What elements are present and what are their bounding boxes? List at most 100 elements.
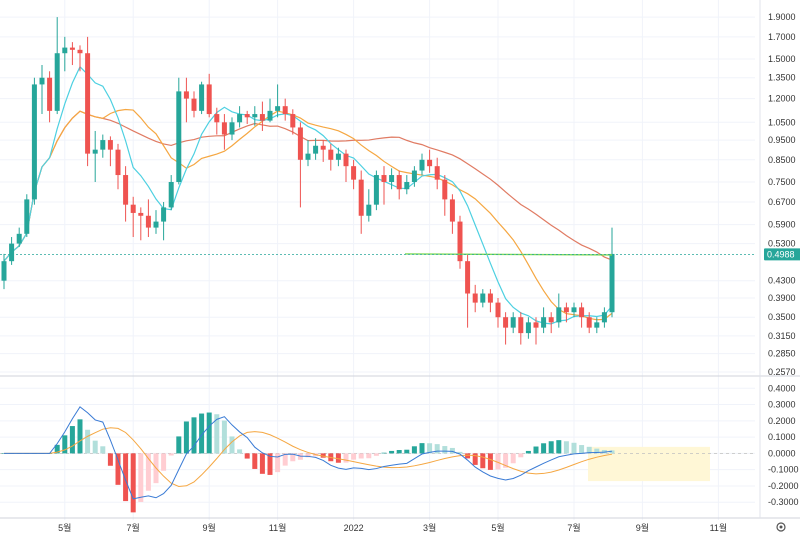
candle-body-33 xyxy=(252,114,258,118)
macd-hist-bar-27 xyxy=(206,412,212,454)
macd-hist-bar-26 xyxy=(199,413,205,454)
x-tick-label-1: 7월 xyxy=(127,522,140,533)
y-tick-label-price-12: 0.4300 xyxy=(768,276,796,286)
y-tick-label-price-3: 1.3500 xyxy=(768,73,796,83)
macd-hist-bar-33 xyxy=(252,453,258,469)
candle-body-46 xyxy=(351,166,357,180)
macd-hist-bar-60 xyxy=(457,451,463,454)
y-tick-label-macd-7: -0.3000 xyxy=(768,497,799,507)
candle-body-67 xyxy=(510,317,516,328)
candle-body-40 xyxy=(305,153,311,160)
macd-hist-bar-70 xyxy=(533,446,539,454)
candle-body-26 xyxy=(199,84,205,111)
macd-panel xyxy=(0,406,755,513)
candle-body-8 xyxy=(62,47,68,54)
macd-line xyxy=(4,406,613,500)
macd-hist-bar-66 xyxy=(503,453,509,468)
candle-body-45 xyxy=(343,153,349,167)
macd-hist-bar-35 xyxy=(267,453,273,475)
y-tick-label-price-0: 1.9000 xyxy=(768,12,796,22)
candle-body-65 xyxy=(495,302,501,318)
x-tick-label-2: 9월 xyxy=(203,522,216,533)
horizontal-level-line xyxy=(0,253,755,256)
candle-body-54 xyxy=(411,170,417,183)
candle-body-14 xyxy=(107,140,113,150)
macd-hist-bar-42 xyxy=(320,453,326,458)
candle-body-62 xyxy=(472,293,478,303)
candle-body-7 xyxy=(54,53,60,111)
candlesticks xyxy=(1,17,615,345)
candle-body-29 xyxy=(221,122,227,135)
macd-hist-bar-14 xyxy=(107,453,113,466)
y-tick-label-macd-2: 0.2000 xyxy=(768,416,796,426)
macd-hist-bar-18 xyxy=(138,453,144,502)
candle-body-17 xyxy=(130,204,136,213)
candle-body-18 xyxy=(138,212,144,216)
candle-body-48 xyxy=(366,204,372,216)
candle-body-57 xyxy=(434,166,440,180)
macd-hist-bar-9 xyxy=(69,426,75,454)
candle-body-10 xyxy=(77,49,83,54)
ma-fast-line xyxy=(3,65,613,325)
macd-hist-bar-19 xyxy=(145,453,151,491)
candle-body-55 xyxy=(419,159,425,171)
candle-body-35 xyxy=(267,110,273,121)
candle-body-3 xyxy=(24,199,30,234)
x-tick-label-4: 2022 xyxy=(344,523,364,533)
candle-body-72 xyxy=(548,317,554,323)
candle-body-52 xyxy=(396,175,402,190)
candle-body-15 xyxy=(115,149,121,176)
current-price-badge xyxy=(764,248,800,261)
candle-body-63 xyxy=(480,293,486,303)
macd-hist-bar-61 xyxy=(465,453,471,459)
macd-hist-bar-22 xyxy=(168,453,174,456)
macd-hist-bar-32 xyxy=(244,453,250,459)
macd-hist-bar-57 xyxy=(434,444,440,454)
macd-hist-bar-68 xyxy=(518,453,524,458)
macd-hist-bar-17 xyxy=(130,453,136,513)
macd-hist-bar-71 xyxy=(541,443,547,454)
candle-body-13 xyxy=(100,140,106,150)
macd-hist-bar-23 xyxy=(176,436,182,454)
candle-body-37 xyxy=(282,106,288,115)
candle-body-12 xyxy=(92,149,98,154)
macd-hist-bar-30 xyxy=(229,436,235,454)
macd-hist-bar-44 xyxy=(335,453,341,463)
macd-hist-bar-10 xyxy=(77,419,83,454)
settings-gear-icon[interactable] xyxy=(776,522,786,532)
candle-body-6 xyxy=(47,77,53,111)
macd-hist-bar-48 xyxy=(366,453,372,459)
macd-hist-bar-53 xyxy=(404,449,410,454)
candle-body-23 xyxy=(176,91,182,183)
macd-hist-bar-45 xyxy=(343,453,349,463)
y-tick-label-price-7: 0.8500 xyxy=(768,155,796,165)
macd-hist-bar-12 xyxy=(92,440,98,454)
macd-hist-bar-46 xyxy=(351,453,357,460)
macd-hist-bar-40 xyxy=(305,453,311,458)
macd-hist-bar-76 xyxy=(579,445,585,454)
candle-body-20 xyxy=(153,221,159,228)
y-tick-label-macd-6: -0.2000 xyxy=(768,481,799,491)
y-tick-label-price-10: 0.5900 xyxy=(768,220,796,230)
candle-body-50 xyxy=(381,175,387,183)
candle-body-43 xyxy=(328,149,334,160)
candle-body-4 xyxy=(31,84,37,200)
candle-body-30 xyxy=(229,122,235,135)
candle-body-76 xyxy=(579,307,585,318)
macd-hist-bar-34 xyxy=(259,453,265,474)
candle-body-22 xyxy=(168,182,174,208)
candle-body-61 xyxy=(465,261,471,294)
candle-body-38 xyxy=(290,114,296,128)
macd-hist-bar-31 xyxy=(237,449,243,454)
candle-body-59 xyxy=(449,199,455,222)
candle-body-11 xyxy=(85,53,91,154)
candle-body-32 xyxy=(244,114,250,118)
x-tick-label-7: 7월 xyxy=(567,522,580,533)
macd-hist-bar-50 xyxy=(381,452,387,454)
macd-hist-bar-75 xyxy=(571,442,577,454)
y-tick-label-macd-3: 0.1000 xyxy=(768,432,796,442)
macd-hist-bar-25 xyxy=(191,417,197,454)
candle-body-74 xyxy=(563,307,569,313)
y-tick-label-price-6: 0.9500 xyxy=(768,135,796,145)
x-tick-label-8: 9월 xyxy=(636,522,649,533)
